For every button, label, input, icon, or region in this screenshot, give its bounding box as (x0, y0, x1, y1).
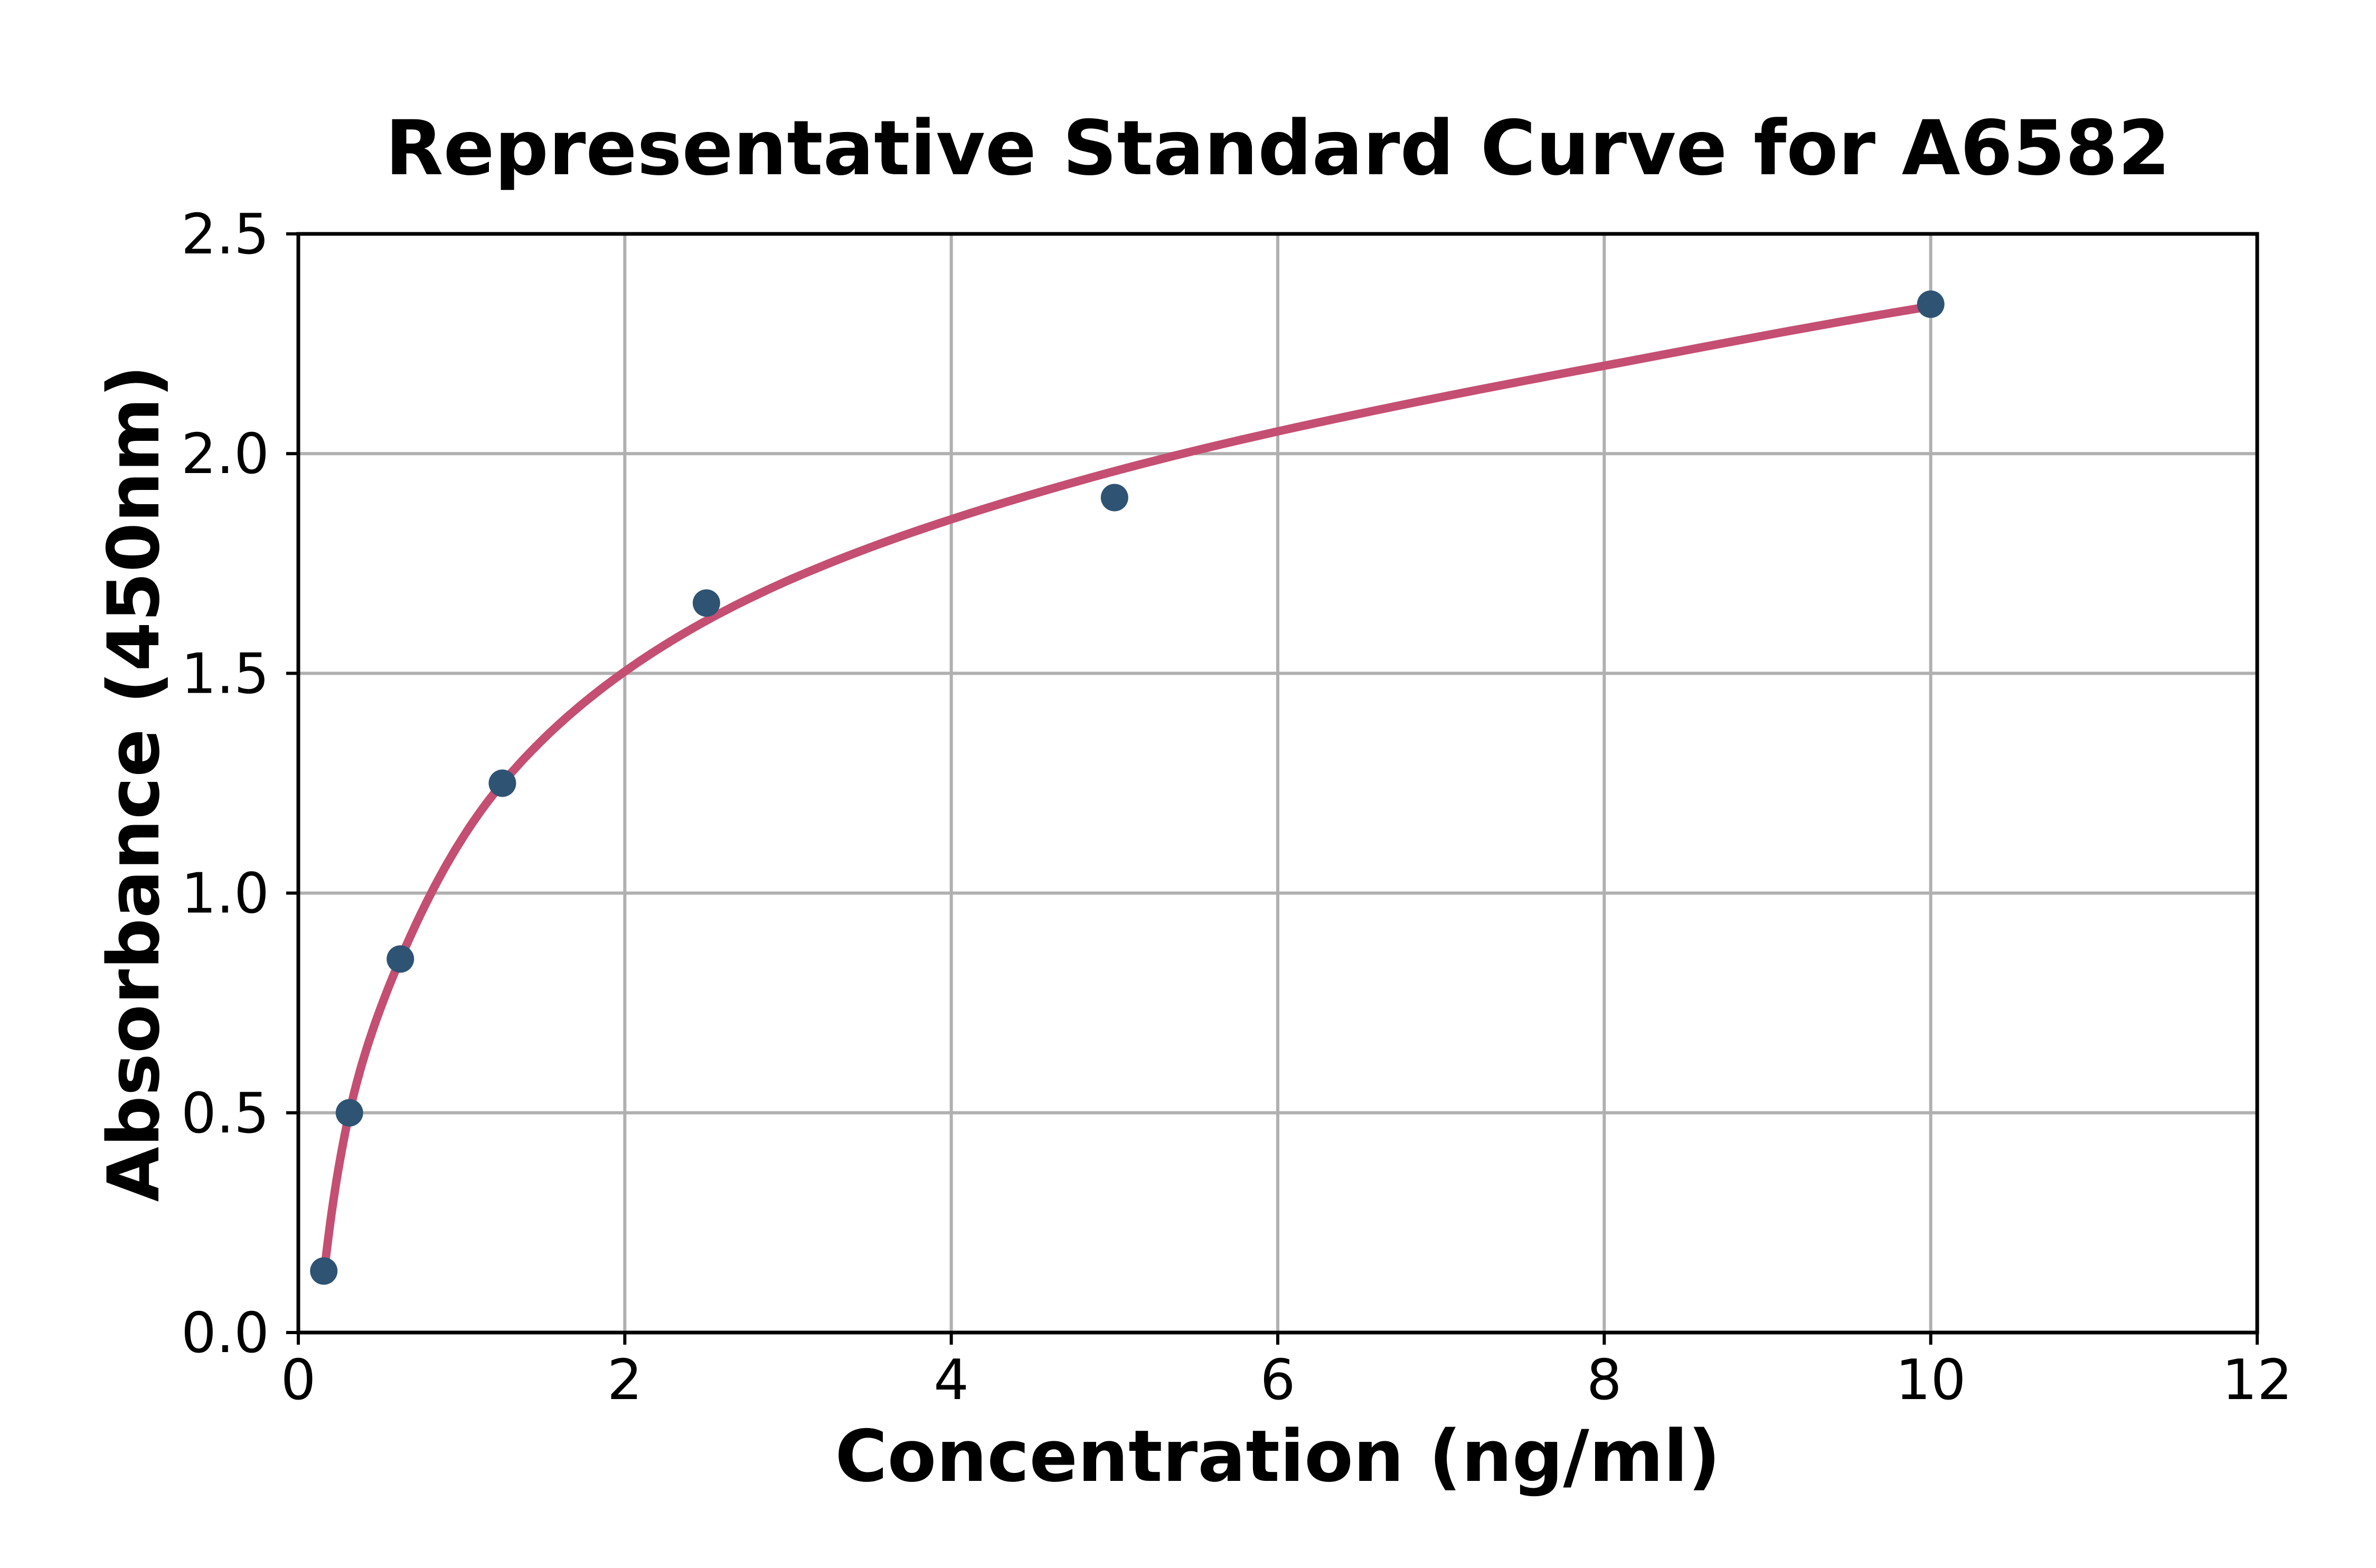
data-point-marker (1917, 290, 1945, 318)
x-tick-label: 6 (1260, 1348, 1296, 1412)
x-tick-label: 8 (1587, 1348, 1622, 1412)
y-tick-label: 0.5 (181, 1081, 269, 1146)
y-tick-label: 1.5 (181, 641, 269, 706)
x-tick-label: 2 (607, 1348, 643, 1412)
data-point-marker (1100, 484, 1128, 512)
x-tick-label: 0 (281, 1348, 316, 1412)
y-tick-label: 0.0 (181, 1301, 269, 1365)
data-point-marker (488, 769, 516, 797)
data-point-marker (692, 589, 720, 617)
x-axis-label: Concentration (ng/ml) (835, 1415, 1721, 1498)
x-tick-label: 10 (1896, 1348, 1966, 1412)
data-point-marker (386, 945, 414, 973)
tick-labels: 0 2 4 6 8 10 12 0.0 0.5 1.0 1.5 2.0 2.5 (181, 202, 2293, 1412)
data-point-marker (335, 1099, 363, 1127)
data-points (310, 290, 1945, 1285)
x-tick-label: 4 (934, 1348, 969, 1412)
fitted-curve (319, 302, 1935, 1281)
plot-border (296, 232, 2259, 1335)
gridlines (298, 234, 2257, 1333)
data-point-marker (310, 1257, 338, 1285)
y-axis-label: Absorbance (450nm) (92, 365, 175, 1202)
axis-ticks (286, 232, 2259, 1345)
fit-curve-path (319, 302, 1935, 1281)
x-tick-label: 12 (2222, 1348, 2293, 1412)
y-tick-label: 2.5 (181, 202, 269, 267)
chart-title: Representative Standard Curve for A6582 (385, 104, 2171, 192)
y-tick-label: 2.0 (181, 422, 269, 486)
y-tick-label: 1.0 (181, 862, 269, 926)
